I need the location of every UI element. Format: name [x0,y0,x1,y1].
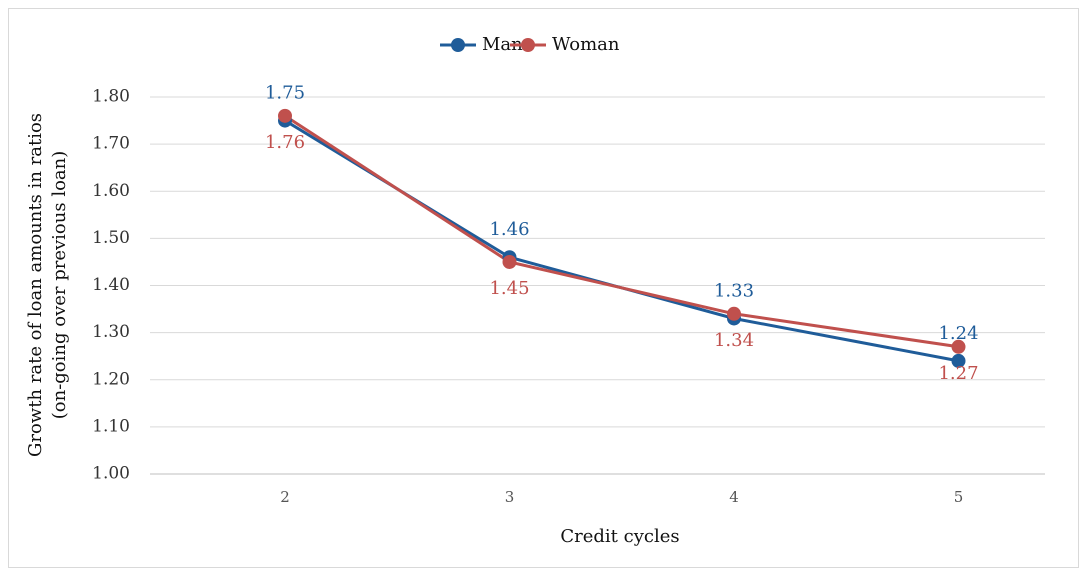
legend-marker [521,38,535,52]
series-line [284,114,959,349]
y-tick-label: 1.60 [92,181,130,201]
data-label: 1.75 [265,83,305,104]
data-label: 1.34 [714,330,754,351]
x-tick-label: 5 [954,488,964,506]
x-tick-label: 3 [505,488,515,506]
legend-label: Woman [552,34,620,55]
y-tick-label: 1.40 [92,275,130,295]
y-tick-label: 1.30 [92,322,130,342]
chart-frame [8,8,1079,568]
y-tick-label: 1.20 [92,369,130,389]
data-label: 1.27 [938,363,978,384]
legend-marker [451,38,465,52]
data-point [951,339,966,354]
data-point [502,254,517,269]
y-tick-label: 1.50 [92,228,130,248]
data-point [951,353,966,368]
data-label: 1.46 [489,219,529,240]
x-axis-title: Credit cycles [560,526,679,547]
y-axis-title: (on-going over previous loan) [49,151,70,420]
data-point [278,108,292,123]
data-label: 1.45 [489,278,529,299]
data-point [727,306,741,321]
x-tick-label: 2 [280,488,290,506]
legend-label: Man [482,34,523,55]
x-tick-label: 4 [729,488,739,506]
data-label: 1.33 [714,280,754,301]
data-label: 1.24 [938,323,978,344]
y-tick-label: 1.00 [92,464,130,484]
y-axis-title: Growth rate of loan amounts in ratios [25,113,46,457]
y-tick-label: 1.70 [92,134,130,154]
data-label: 1.76 [265,132,305,153]
y-tick-label: 1.10 [92,416,130,436]
y-tick-label: 1.80 [92,87,130,107]
